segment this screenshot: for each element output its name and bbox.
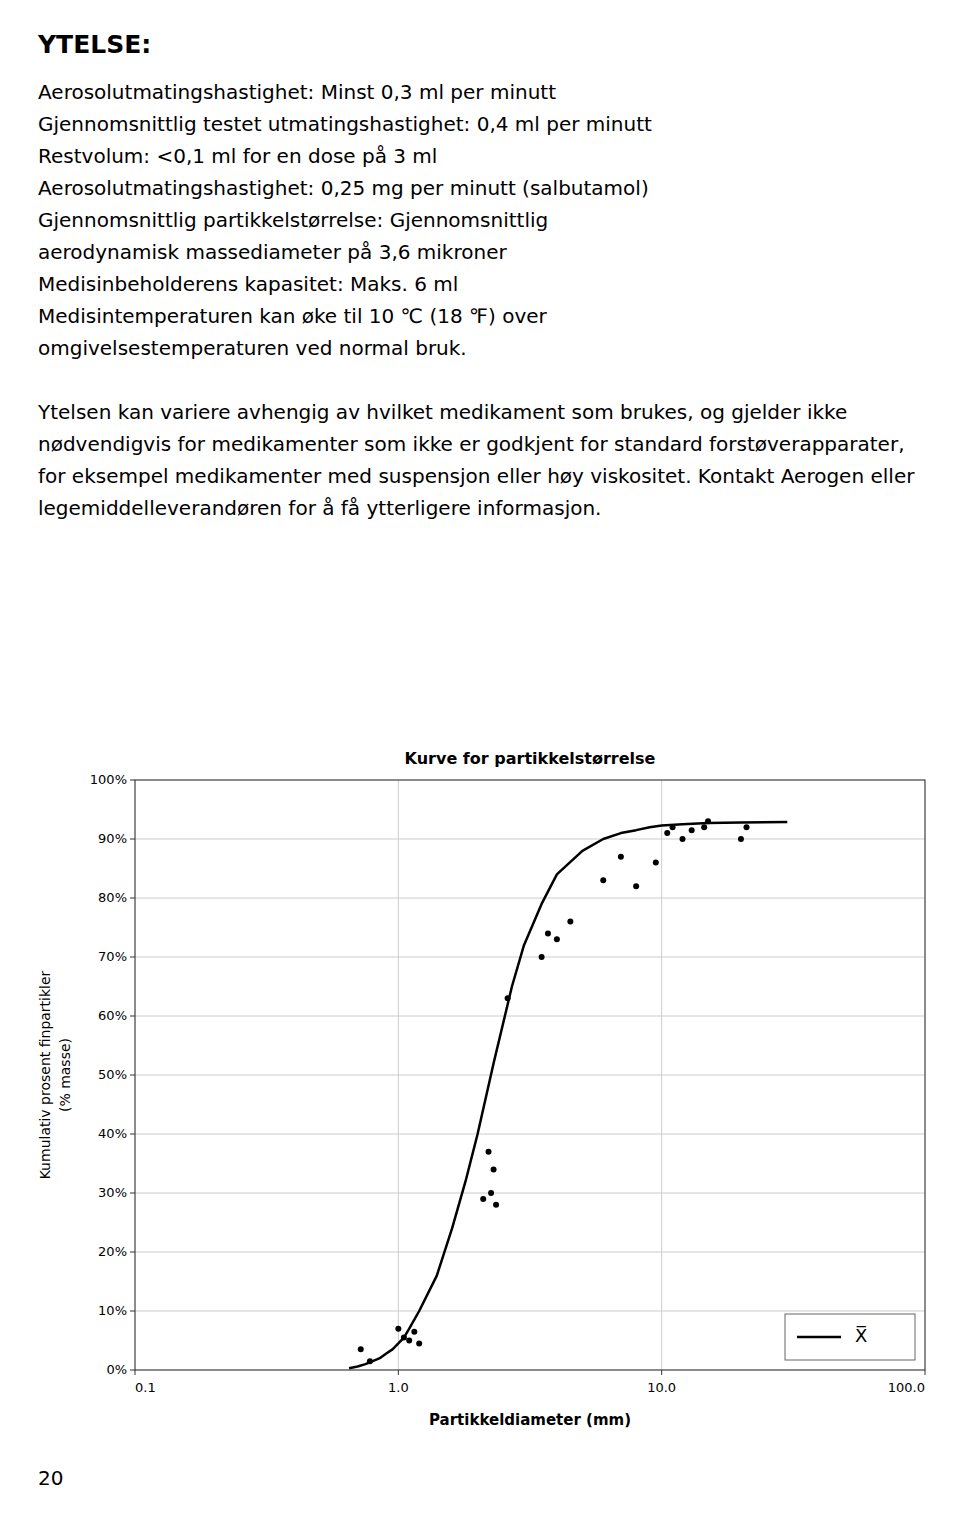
body-line: Gjennomsnittlig testet utmatingshastighe… bbox=[38, 112, 652, 136]
y-tick bbox=[130, 1370, 135, 1371]
scatter-point bbox=[539, 954, 545, 960]
y-tick-label: 10% bbox=[98, 1303, 127, 1318]
scatter-point bbox=[705, 818, 711, 824]
y-tick-label: 50% bbox=[98, 1067, 127, 1082]
y-tick-label: 0% bbox=[106, 1362, 127, 1377]
y-tick-label: 20% bbox=[98, 1244, 127, 1259]
y-grid-line bbox=[135, 1075, 925, 1076]
scatter-point bbox=[689, 827, 695, 833]
y-tick-label: 100% bbox=[90, 772, 127, 787]
scatter-point bbox=[600, 877, 606, 883]
body-line: Medisinbeholderens kapasitet: Maks. 6 ml bbox=[38, 272, 458, 296]
y-tick bbox=[130, 957, 135, 958]
legend-label: X̅ bbox=[855, 1325, 867, 1346]
legend-swatch bbox=[797, 1336, 841, 1339]
scatter-point bbox=[505, 995, 511, 1001]
y-tick bbox=[130, 839, 135, 840]
y-tick bbox=[130, 1311, 135, 1312]
y-tick-label: 30% bbox=[98, 1185, 127, 1200]
page-number: 20 bbox=[38, 1466, 63, 1490]
body-line: Aerosolutmatingshastighet: 0,25 mg per m… bbox=[38, 176, 649, 200]
scatter-point bbox=[406, 1338, 412, 1344]
y-grid-line bbox=[135, 957, 925, 958]
heading: YTELSE: bbox=[38, 30, 151, 59]
y-tick bbox=[130, 1075, 135, 1076]
y-tick-label: 60% bbox=[98, 1008, 127, 1023]
y-axis-label: (% masse) bbox=[57, 1038, 73, 1112]
x-grid-line bbox=[661, 780, 662, 1370]
x-tick-label: 10.0 bbox=[647, 1380, 676, 1395]
y-grid-line bbox=[135, 1134, 925, 1135]
scatter-point bbox=[670, 824, 676, 830]
x-tick bbox=[925, 1370, 926, 1375]
scatter-point bbox=[367, 1358, 373, 1364]
y-grid-line bbox=[135, 1016, 925, 1017]
grid bbox=[135, 780, 925, 1370]
scatter-point bbox=[411, 1329, 417, 1335]
scatter-point bbox=[416, 1340, 422, 1346]
paragraph: Ytelsen kan variere avhengig av hvilket … bbox=[38, 396, 922, 524]
scatter-point bbox=[488, 1190, 494, 1196]
scatter-point bbox=[545, 930, 551, 936]
scatter-point bbox=[618, 854, 624, 860]
scatter-point bbox=[486, 1149, 492, 1155]
scatter-point bbox=[567, 919, 573, 925]
scatter-point bbox=[493, 1202, 499, 1208]
y-tick-label: 70% bbox=[98, 949, 127, 964]
scatter-point bbox=[633, 883, 639, 889]
y-tick-label: 90% bbox=[98, 831, 127, 846]
chart-title: Kurve for partikkelstørrelse bbox=[405, 749, 656, 768]
body-line: Aerosolutmatingshastighet: Minst 0,3 ml … bbox=[38, 80, 556, 104]
scatter-point bbox=[738, 836, 744, 842]
scatter-point bbox=[480, 1196, 486, 1202]
y-tick bbox=[130, 1016, 135, 1017]
scatter-point bbox=[680, 836, 686, 842]
x-grid-line bbox=[398, 780, 399, 1370]
body-line: aerodynamisk massediameter på 3,6 mikron… bbox=[38, 240, 507, 264]
y-tick bbox=[130, 898, 135, 899]
x-tick bbox=[135, 1370, 136, 1375]
scatter-point bbox=[653, 860, 659, 866]
legend-box bbox=[785, 1314, 915, 1360]
y-tick bbox=[130, 780, 135, 781]
y-tick-label: 40% bbox=[98, 1126, 127, 1141]
x-tick bbox=[661, 1370, 662, 1375]
scatter-point bbox=[554, 936, 560, 942]
body-line: Restvolum: <0,1 ml for en dose på 3 ml bbox=[38, 144, 437, 168]
chart: 0% 10% 20% 30% 40% 50% 60% 70% 80% 90% 100% 0.1 1.0 1… bbox=[0, 730, 960, 1450]
scatter-point bbox=[358, 1346, 364, 1352]
y-tick bbox=[130, 1193, 135, 1194]
y-tick bbox=[130, 1134, 135, 1135]
y-tick-label: 80% bbox=[98, 890, 127, 905]
y-grid-line bbox=[135, 1252, 925, 1253]
x-tick-label: 1.0 bbox=[388, 1380, 409, 1395]
y-grid-line bbox=[135, 898, 925, 899]
x-tick-label: 100.0 bbox=[888, 1380, 925, 1395]
x-tick bbox=[398, 1370, 399, 1375]
body-line: omgivelsestemperaturen ved normal bruk. bbox=[38, 336, 467, 360]
series-line bbox=[349, 822, 787, 1368]
legend: X̅ bbox=[785, 1314, 915, 1360]
scatter-point bbox=[395, 1326, 401, 1332]
data bbox=[349, 818, 787, 1368]
scatter-point bbox=[664, 830, 670, 836]
y-grid-line bbox=[135, 839, 925, 840]
scatter-point bbox=[491, 1166, 497, 1172]
body-line: Gjennomsnittlig partikkelstørrelse: Gjen… bbox=[38, 208, 548, 232]
body-line: Medisintemperaturen kan øke til 10 ℃ (18… bbox=[38, 304, 547, 328]
scatter-point bbox=[744, 824, 750, 830]
scatter-point bbox=[701, 824, 707, 830]
y-grid-line bbox=[135, 1193, 925, 1194]
x-tick-label: 0.1 bbox=[135, 1380, 156, 1395]
x-axis-label: Partikkeldiameter (mm) bbox=[429, 1411, 631, 1429]
y-tick bbox=[130, 1252, 135, 1253]
axes: 0% 10% 20% 30% 40% 50% 60% 70% 80% 90% 100% 0.1 1.0 1… bbox=[90, 772, 925, 1396]
y-grid-line bbox=[135, 1311, 925, 1312]
plot-frame bbox=[135, 780, 925, 1370]
scatter-point bbox=[401, 1335, 407, 1341]
y-axis-label: Kumulativ prosent finpartikler bbox=[37, 970, 53, 1179]
